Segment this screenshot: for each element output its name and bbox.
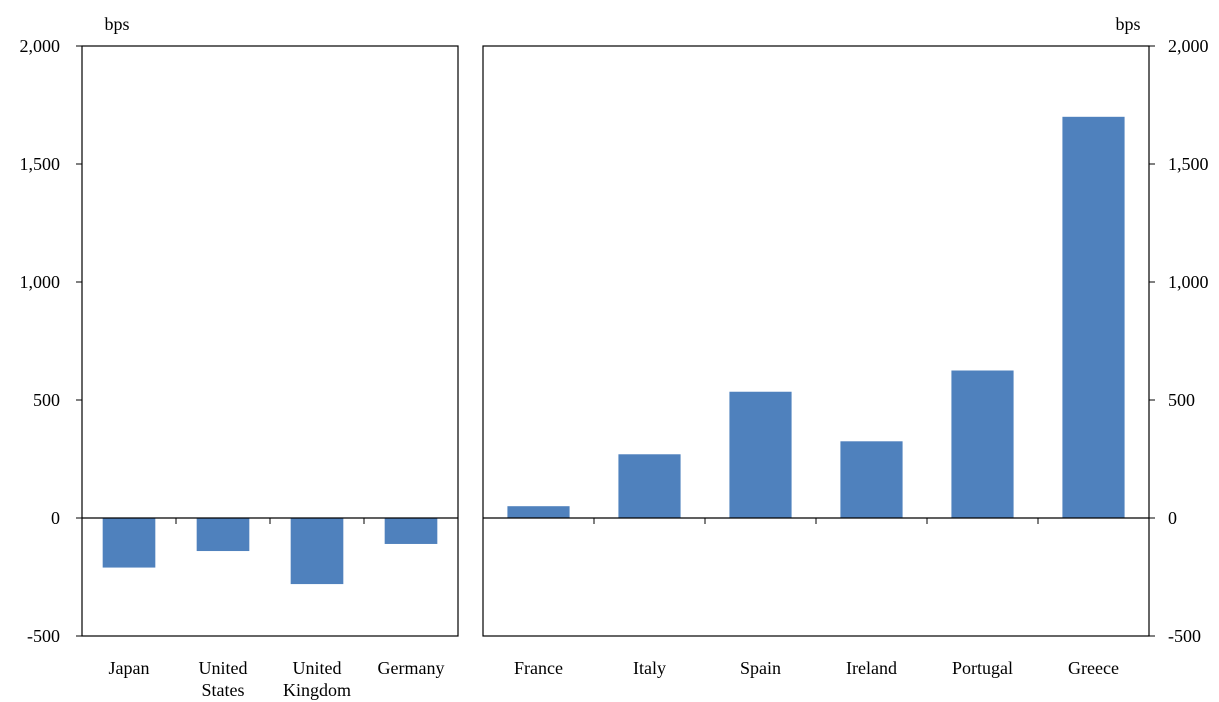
bar-portugal	[951, 370, 1014, 518]
y-tick-label: 0	[51, 508, 60, 528]
y-tick-label: 1,500	[1168, 154, 1209, 174]
category-label: United	[199, 658, 248, 678]
y-tick-label: 1,000	[1168, 272, 1209, 292]
y-axis-unit-label: bps	[104, 14, 129, 34]
bar-greece	[1062, 116, 1125, 519]
y-tick-label: 500	[1168, 390, 1195, 410]
y-axis-unit-label: bps	[1115, 14, 1140, 34]
y-tick-label: 0	[1168, 508, 1177, 528]
y-tick-label: 1,000	[20, 272, 61, 292]
category-label: France	[514, 658, 563, 678]
y-tick-label: 1,500	[20, 154, 61, 174]
bar-japan	[102, 518, 156, 568]
category-label: United	[293, 658, 342, 678]
bar-ireland	[840, 441, 903, 518]
category-label: Greece	[1068, 658, 1119, 678]
category-label: Japan	[109, 658, 150, 678]
category-label: Portugal	[952, 658, 1013, 678]
bar-spain	[729, 391, 792, 518]
bar-united-kingdom	[290, 518, 344, 585]
bar-germany	[384, 518, 438, 544]
y-tick-label: 500	[33, 390, 60, 410]
category-label: Germany	[378, 658, 445, 678]
right-chart-panel: -500 0 500 1,000 1,500 2,000 bps France Italy Spa…	[482, 14, 1209, 678]
bar-italy	[618, 454, 681, 518]
plot-frame	[81, 45, 459, 637]
category-label: Ireland	[846, 658, 897, 678]
y-tick-label: 2,000	[1168, 36, 1209, 56]
plot-frame	[482, 45, 1150, 637]
category-label: Italy	[633, 658, 666, 678]
category-label: Spain	[740, 658, 781, 678]
y-tick-label: -500	[27, 626, 60, 646]
y-tick-label: -500	[1168, 626, 1201, 646]
category-label: Kingdom	[283, 680, 351, 700]
y-tick-label: 2,000	[20, 36, 61, 56]
category-label: States	[202, 680, 245, 700]
bar-united-states	[196, 518, 250, 552]
bar-france	[507, 506, 570, 518]
